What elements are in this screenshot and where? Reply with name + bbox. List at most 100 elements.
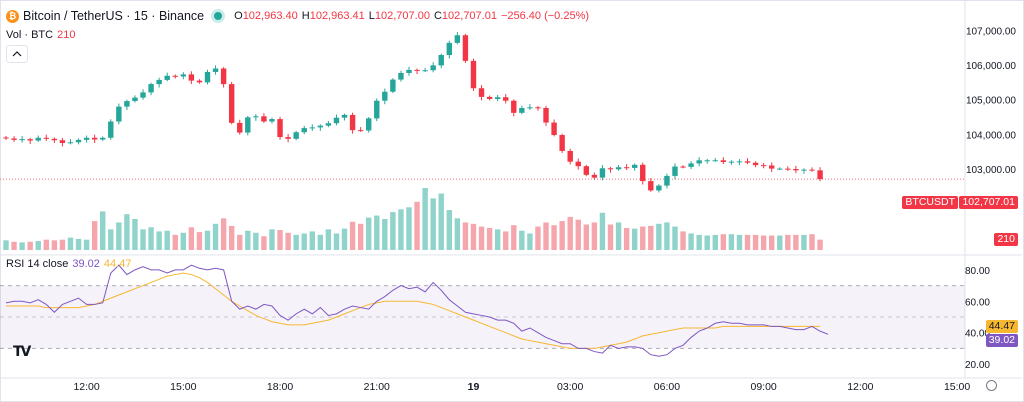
volume-bar: [519, 230, 525, 250]
volume-bar: [390, 212, 396, 250]
candle-body: [623, 167, 630, 169]
candle-body: [317, 125, 324, 128]
volume-bar: [116, 222, 122, 250]
rsi-tick-label: 80.00: [965, 266, 990, 277]
volume-bar: [188, 227, 195, 250]
open-value: 102,963.40: [242, 10, 298, 22]
volume-legend[interactable]: Vol · BTC 210: [6, 29, 75, 41]
time-tick-label: 21:00: [364, 381, 390, 393]
volume-bar: [648, 225, 654, 250]
rsi-tag: 39.02: [985, 334, 1018, 347]
volume-bar: [688, 233, 694, 250]
volume-bar: [43, 239, 49, 250]
volume-bar: [567, 216, 573, 250]
rsi-legend-value: 39.02: [72, 258, 100, 270]
volume-bar: [486, 227, 493, 250]
settings-icon[interactable]: [986, 380, 997, 391]
rsi-legend[interactable]: RSI 14 close 39.02 44.47: [6, 258, 131, 270]
volume-bar: [245, 230, 251, 250]
candle-body: [680, 166, 686, 168]
candle-body: [696, 160, 702, 164]
volume-bar: [91, 221, 98, 250]
volume-bar: [672, 226, 678, 250]
volume-bar: [559, 221, 565, 250]
change-value: −256.40 (−0.25%): [500, 10, 590, 22]
candle-body: [769, 165, 775, 169]
volume-bar: [785, 234, 791, 250]
volume-bar: [744, 234, 751, 250]
candle-body: [446, 42, 452, 55]
high-label: H: [301, 10, 310, 22]
candle-body: [269, 119, 275, 122]
volume-bar: [631, 228, 638, 250]
volume-bar: [583, 224, 590, 250]
rsi-ma-tag: 44.47: [985, 320, 1018, 333]
volume-bar: [817, 239, 823, 250]
rsi-ma-legend-value: 44.47: [103, 258, 132, 270]
candle-body: [575, 161, 581, 167]
candle-body: [309, 127, 315, 129]
volume-bar: [438, 193, 444, 250]
volume-bar: [752, 234, 759, 250]
volume-bar: [503, 231, 509, 250]
candle-body: [156, 79, 162, 85]
candle-body: [406, 69, 412, 74]
volume-bar: [478, 226, 485, 250]
open-label: O: [234, 10, 243, 22]
volume-bar: [309, 231, 315, 250]
volume-bar: [374, 215, 380, 250]
volume-bar: [301, 233, 307, 250]
symbol-title[interactable]: Bitcoin / TetherUS · 15 · Binance: [23, 9, 205, 23]
candle-body: [567, 150, 573, 162]
candle-body: [704, 160, 710, 162]
collapse-legend-button[interactable]: [6, 45, 28, 63]
candle-body: [19, 139, 25, 141]
volume-tag: 210: [994, 233, 1018, 246]
candle-body: [470, 60, 477, 89]
volume-bar: [656, 223, 662, 250]
candle-body: [245, 117, 251, 133]
time-tick-label: 15:00: [944, 381, 970, 393]
volume-bar: [325, 229, 332, 250]
candle-body: [511, 100, 517, 113]
time-tick-label: 15:00: [170, 381, 196, 393]
volume-bar: [527, 233, 533, 250]
time-tick-label: 12:00: [73, 381, 99, 393]
close-label: C: [433, 10, 442, 22]
market-status-icon[interactable]: [214, 12, 223, 20]
volume-bar: [366, 217, 372, 250]
candle-body: [551, 122, 557, 136]
candle-body: [196, 80, 203, 83]
candle-body: [494, 97, 501, 99]
symbol-tag: BTCUSDT: [902, 196, 958, 209]
candle-body: [664, 175, 670, 186]
volume-bar: [535, 226, 541, 250]
candle-body: [736, 161, 743, 163]
candle-body: [382, 91, 388, 101]
candle-body: [559, 135, 565, 151]
high-value: 102,963.41: [309, 10, 365, 22]
volume-bar: [406, 207, 412, 250]
volume-bar: [793, 234, 799, 250]
candle-body: [615, 167, 622, 170]
rsi-tick-label: 40.00: [965, 329, 990, 340]
candle-body: [108, 121, 114, 138]
volume-bar: [27, 241, 33, 250]
candle-body: [164, 75, 170, 80]
candle-body: [728, 161, 735, 163]
tradingview-logo[interactable]: TV: [13, 344, 31, 360]
time-tick-label: 12:00: [847, 381, 873, 393]
candle-body: [51, 138, 58, 141]
rsi-tick-label: 20.00: [965, 360, 990, 371]
price-tick-label: 104,000.00: [966, 130, 1016, 141]
candle-body: [398, 73, 404, 80]
candle-body: [116, 106, 122, 122]
volume-bar: [349, 221, 356, 250]
candle-body: [27, 139, 33, 141]
volume-bar: [196, 232, 203, 250]
symbol-legend[interactable]: ₿ Bitcoin / TetherUS · 15 · Binance O 10…: [6, 7, 593, 25]
volume-bar: [422, 188, 428, 250]
volume-bar: [591, 222, 598, 250]
candle-body: [430, 65, 436, 71]
